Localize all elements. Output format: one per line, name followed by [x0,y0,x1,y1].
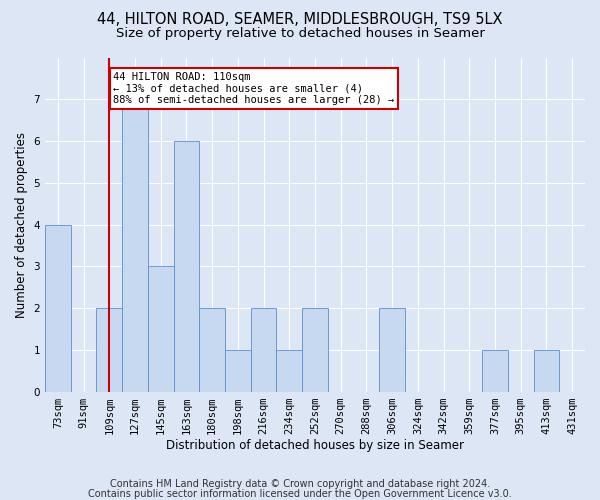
Bar [199,308,225,392]
Bar [251,308,277,392]
Bar [302,308,328,392]
Text: 44, HILTON ROAD, SEAMER, MIDDLESBROUGH, TS9 5LX: 44, HILTON ROAD, SEAMER, MIDDLESBROUGH, … [97,12,503,28]
Bar [173,141,199,392]
Text: Contains HM Land Registry data © Crown copyright and database right 2024.: Contains HM Land Registry data © Crown c… [110,479,490,489]
Bar [97,308,122,392]
X-axis label: Distribution of detached houses by size in Seamer: Distribution of detached houses by size … [166,440,464,452]
Bar [277,350,302,392]
Bar [45,224,71,392]
Bar [225,350,251,392]
Bar [533,350,559,392]
Bar [148,266,173,392]
Bar [122,100,148,392]
Bar [379,308,405,392]
Text: Contains public sector information licensed under the Open Government Licence v3: Contains public sector information licen… [88,489,512,499]
Text: Size of property relative to detached houses in Seamer: Size of property relative to detached ho… [116,28,484,40]
Text: 44 HILTON ROAD: 110sqm
← 13% of detached houses are smaller (4)
88% of semi-deta: 44 HILTON ROAD: 110sqm ← 13% of detached… [113,72,394,106]
Bar [482,350,508,392]
Y-axis label: Number of detached properties: Number of detached properties [15,132,28,318]
